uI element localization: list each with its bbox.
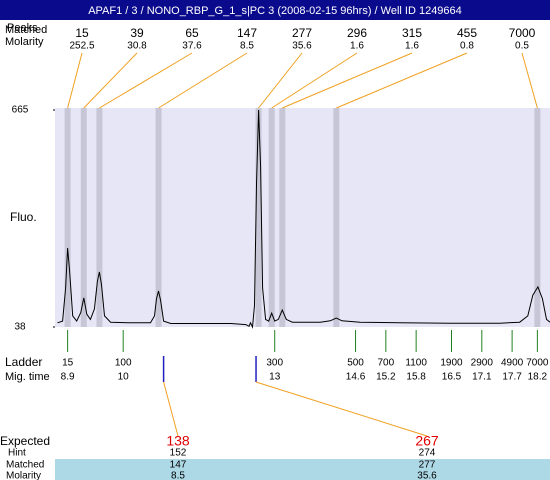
- ladder-time: 8.9: [61, 372, 75, 383]
- mig-time-label: Mig. time: [5, 371, 50, 383]
- peak-band: [333, 108, 340, 327]
- y-tick-label: 38: [14, 322, 26, 333]
- peak-connector: [67, 52, 83, 109]
- peak-size: 147: [237, 26, 257, 40]
- ladder-time: 18.2: [528, 372, 548, 383]
- peak-size: 455: [457, 26, 477, 40]
- peak-size: 7000: [509, 26, 536, 40]
- peak-connector: [158, 52, 248, 109]
- peak-molarity: 8.5: [240, 41, 254, 52]
- peak-molarity: 1.6: [405, 41, 419, 52]
- peak-band: [96, 108, 103, 327]
- peak-connector: [83, 52, 138, 109]
- y-axis-label: Fluo.: [10, 210, 37, 224]
- peak-band: [155, 108, 162, 327]
- peak-connector: [282, 52, 413, 109]
- peak-connector: [271, 52, 358, 109]
- peak-size: 15: [75, 26, 89, 40]
- ladder-size: 1100: [405, 358, 427, 369]
- peak-connector: [99, 52, 193, 109]
- expected-value: 274: [419, 448, 436, 459]
- ladder-time: 10: [118, 372, 130, 383]
- peak-band: [268, 108, 275, 327]
- y-tick-label: 665: [12, 105, 29, 116]
- header-bar: [0, 0, 550, 20]
- peak-size: 65: [185, 26, 199, 40]
- ladder-time: 16.5: [442, 372, 462, 383]
- peak-band: [80, 108, 87, 327]
- peak-size: 315: [402, 26, 422, 40]
- expected-value: 277: [419, 460, 436, 471]
- ladder-size: 7000: [526, 358, 549, 369]
- peak-band: [534, 108, 541, 327]
- peak-molarity: 1.6: [350, 41, 364, 52]
- peak-band: [255, 108, 262, 327]
- peak-connector: [521, 52, 538, 109]
- ladder-size: 300: [266, 358, 283, 369]
- ladder-size: 15: [62, 358, 74, 369]
- expected-connector: [255, 381, 428, 437]
- ladder-time: 17.7: [502, 372, 522, 383]
- expected-value: 152: [170, 448, 187, 459]
- ladder-time: 14.6: [346, 372, 366, 383]
- peak-size: 39: [130, 26, 144, 40]
- peak-size: 296: [347, 26, 367, 40]
- expected-value: 35.6: [417, 471, 437, 480]
- row-label: Matched: [5, 24, 47, 36]
- trace: [57, 109, 550, 329]
- row-label: Expected: [0, 434, 50, 448]
- peak-molarity: 37.6: [182, 41, 202, 52]
- row-label: Molarity: [5, 36, 44, 48]
- peak-molarity: 252.5: [69, 41, 94, 52]
- expected-value: 138: [166, 433, 190, 449]
- peak-molarity: 0.8: [460, 41, 474, 52]
- ladder-size: 700: [377, 358, 394, 369]
- ladder-time: 15.8: [406, 372, 426, 383]
- ladder-size: 1900: [440, 358, 463, 369]
- ladder-size: 4900: [501, 358, 524, 369]
- expected-connector: [163, 381, 179, 437]
- peak-band: [279, 108, 286, 327]
- plot-area: [55, 108, 550, 327]
- peak-band: [64, 108, 71, 327]
- peak-connector: [258, 52, 303, 109]
- peak-molarity: 0.5: [515, 41, 529, 52]
- peak-molarity: 30.8: [127, 41, 147, 52]
- expected-value: 267: [415, 433, 439, 449]
- expected-value: 147: [170, 460, 187, 471]
- header-title: APAF1 / 3 / NONO_RBP_G_1_s|PC 3 (2008-02…: [88, 5, 462, 17]
- matched-rows-bg: [55, 459, 550, 480]
- row-label: Matched: [6, 460, 44, 471]
- row-label: Hint: [8, 448, 26, 459]
- expected-value: 8.5: [171, 471, 185, 480]
- ladder-label: Ladder: [5, 355, 42, 369]
- ladder-time: 17.1: [472, 372, 492, 383]
- row-label: Molarity: [6, 471, 41, 480]
- ladder-time: 15.2: [376, 372, 396, 383]
- row-label: Peaks: [7, 22, 38, 34]
- peak-size: 277: [292, 26, 312, 40]
- ladder-size: 500: [347, 358, 364, 369]
- peak-connector: [336, 52, 468, 109]
- ladder-size: 2900: [471, 358, 494, 369]
- ladder-time: 13: [269, 372, 281, 383]
- ladder-size: 100: [115, 358, 132, 369]
- peak-molarity: 35.6: [292, 41, 312, 52]
